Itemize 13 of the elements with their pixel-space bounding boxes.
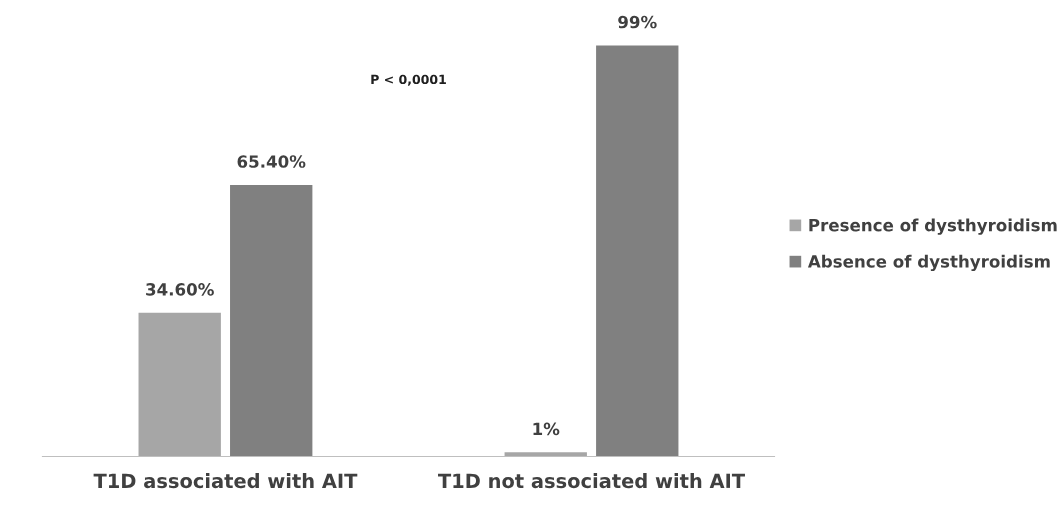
legend-label: Absence of dysthyroidism (807, 254, 1050, 272)
bar (138, 312, 221, 457)
x-tick-label: T1D not associated with AIT (438, 473, 745, 489)
data-label: 65.40% (237, 155, 306, 168)
data-label: 1% (533, 422, 560, 436)
bar (504, 452, 587, 457)
legend-label: Presence of dysthyroidism (809, 218, 1057, 235)
data-label: 34.60% (146, 283, 214, 296)
data-label: 99% (618, 15, 657, 29)
bar (230, 184, 313, 457)
x-tick-label: T1D associated with AIT (93, 473, 358, 489)
bar (596, 45, 679, 457)
annotation: P < 0,0001 (371, 74, 446, 86)
